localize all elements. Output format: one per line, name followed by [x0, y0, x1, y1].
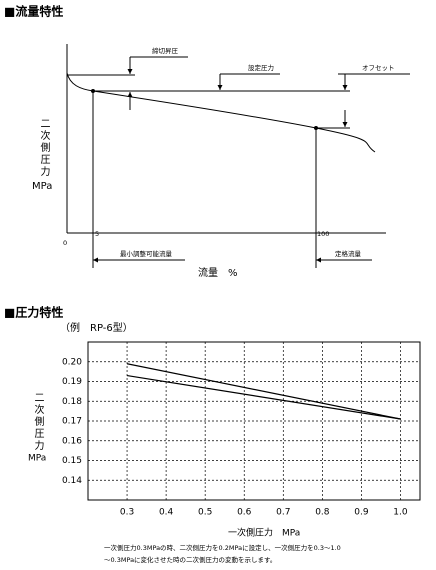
chart-title: ■圧力特性 [4, 305, 63, 320]
label: オフセット [362, 64, 395, 72]
y-unit: MPa [32, 181, 52, 192]
y-label: 二次側圧力 [32, 392, 44, 452]
data-line [126, 374, 401, 420]
x-tick-label: 0.8 [315, 508, 330, 518]
section-title: ■流量特性 [4, 4, 63, 19]
x-tick-label: 1.0 [393, 508, 408, 518]
x-tick-label: 0.7 [276, 508, 290, 518]
curve [66, 72, 376, 153]
y-tick-label: 0.20 [62, 357, 82, 367]
y-tick-label: 0.19 [62, 377, 82, 387]
y-label: 二次側圧力 [38, 118, 50, 178]
x-tick-label: 0.3 [120, 508, 134, 518]
y-tick-label: 0.16 [62, 436, 82, 446]
x-label: 一次側圧力 MPa [228, 527, 300, 539]
flow-diagram: ■流量特性 締切昇圧 設定圧力 オフセット 二次側圧力 MPa 0 5 100 … [4, 4, 410, 279]
y-tick-label: 0.17 [62, 417, 82, 427]
y-tick-label: 0.18 [62, 397, 82, 407]
plot-frame [87, 341, 421, 501]
point [314, 126, 318, 130]
pressure-chart: ■圧力特性 （例 RP-6型） 二次側圧力 MPa 一次側圧力 MPa 一次側圧… [4, 305, 421, 564]
point [91, 89, 95, 93]
tick-label: 5 [95, 230, 99, 238]
y-unit: MPa [28, 454, 46, 464]
label: 最小調整可能流量 [120, 249, 173, 258]
y-tick-label: 0.14 [62, 476, 82, 486]
data-line [126, 363, 401, 420]
y-tick-label: 0.15 [62, 456, 82, 466]
label: 設定圧力 [248, 63, 274, 72]
x-tick-label: 0.6 [237, 508, 252, 518]
x-tick-label: 0.5 [198, 508, 212, 518]
tick-label: 100 [317, 230, 329, 238]
chart-subtitle: （例 RP-6型） [60, 321, 133, 334]
x-tick-label: 0.4 [159, 508, 174, 518]
label: 定格流量 [335, 249, 362, 258]
x-tick-label: 0.9 [354, 508, 369, 518]
x-label: 流量 % [198, 266, 238, 279]
label: 締切昇圧 [152, 46, 179, 55]
note: 一次側圧力0.3MPaの時、二次側圧力を0.2MPaに設定し、一次側圧力を0.3… [104, 543, 341, 552]
note: ～0.3MPaに変化させた時の二次側圧力の変動を示します。 [104, 555, 276, 564]
tick-label: 0 [63, 239, 67, 247]
